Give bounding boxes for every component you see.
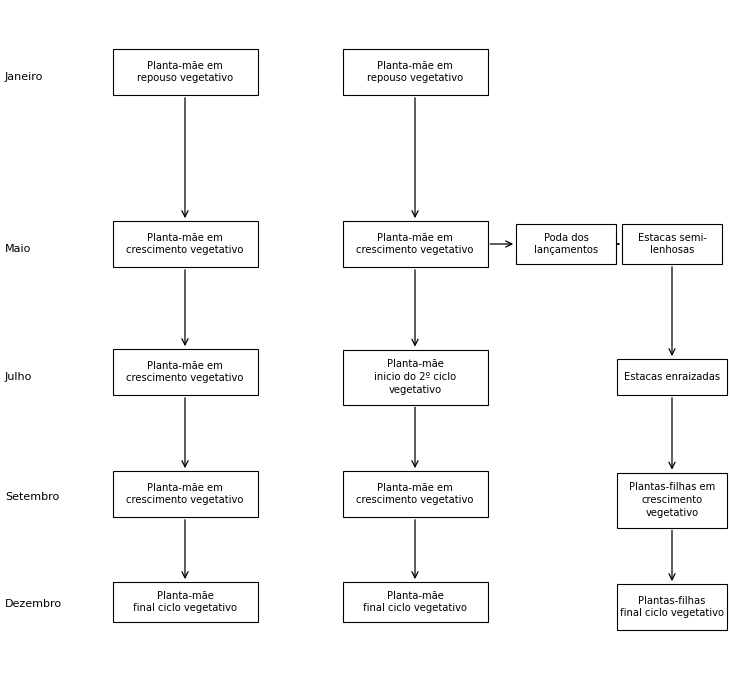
- Text: Planta-mãe em
repouso vegetativo: Planta-mãe em repouso vegetativo: [367, 61, 463, 84]
- Bar: [112, 471, 258, 517]
- Bar: [342, 49, 488, 95]
- Text: Planta-mãe
final ciclo vegetativo: Planta-mãe final ciclo vegetativo: [133, 590, 237, 613]
- Text: Estacas semi-
lenhosas: Estacas semi- lenhosas: [637, 233, 707, 255]
- Bar: [617, 584, 727, 630]
- Bar: [112, 49, 258, 95]
- Text: Planta-mãe em
crescimento vegetativo: Planta-mãe em crescimento vegetativo: [126, 360, 244, 383]
- Text: Planta-mãe em
repouso vegetativo: Planta-mãe em repouso vegetativo: [137, 61, 233, 84]
- Text: Dezembro: Dezembro: [5, 599, 62, 609]
- Text: Planta-mãe em
crescimento vegetativo: Planta-mãe em crescimento vegetativo: [126, 233, 244, 255]
- Bar: [342, 582, 488, 622]
- Text: Planta-mãe em
crescimento vegetativo: Planta-mãe em crescimento vegetativo: [126, 482, 244, 505]
- Text: Planta-mãe em
crescimento vegetativo: Planta-mãe em crescimento vegetativo: [356, 482, 474, 505]
- Text: Setembro: Setembro: [5, 492, 59, 502]
- Bar: [342, 349, 488, 404]
- Bar: [622, 224, 722, 264]
- Text: Plantas-filhas em
crescimento
vegetativo: Plantas-filhas em crescimento vegetativo: [629, 482, 715, 518]
- Text: Planta-mãe
inicio do 2º ciclo
vegetativo: Planta-mãe inicio do 2º ciclo vegetativo: [374, 359, 456, 395]
- Bar: [617, 473, 727, 528]
- Bar: [516, 224, 616, 264]
- Bar: [617, 359, 727, 395]
- Text: Poda dos
lançamentos: Poda dos lançamentos: [534, 233, 598, 255]
- Text: Maio: Maio: [5, 244, 31, 254]
- Bar: [342, 221, 488, 267]
- Bar: [112, 582, 258, 622]
- Text: Planta-mãe
final ciclo vegetativo: Planta-mãe final ciclo vegetativo: [363, 590, 467, 613]
- Text: Planta-mãe em
crescimento vegetativo: Planta-mãe em crescimento vegetativo: [356, 233, 474, 255]
- Bar: [112, 349, 258, 395]
- Bar: [342, 471, 488, 517]
- Text: Julho: Julho: [5, 372, 32, 382]
- Text: Plantas-filhas
final ciclo vegetativo: Plantas-filhas final ciclo vegetativo: [620, 596, 724, 618]
- Text: Janeiro: Janeiro: [5, 72, 43, 82]
- Bar: [112, 221, 258, 267]
- Text: Estacas enraizadas: Estacas enraizadas: [624, 372, 720, 382]
